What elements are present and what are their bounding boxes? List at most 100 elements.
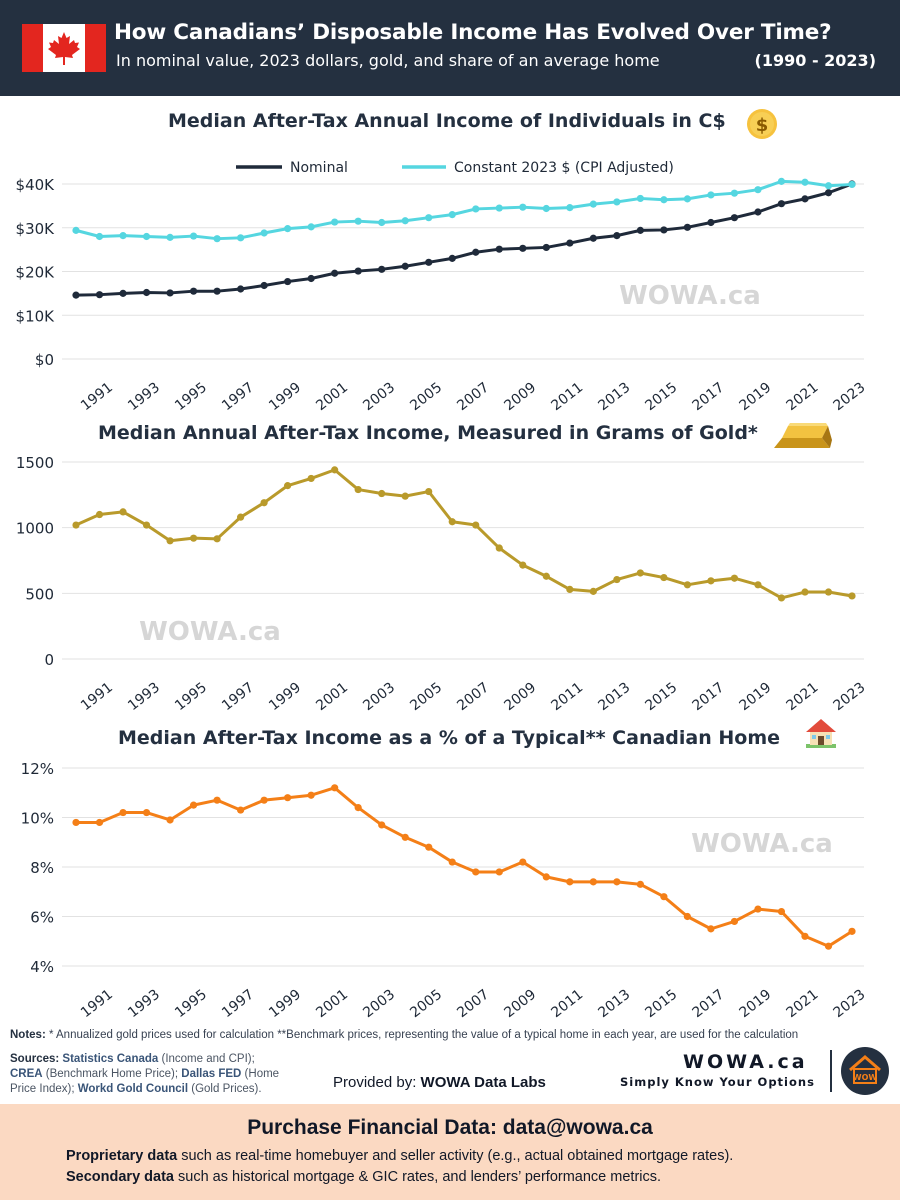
watermark-1: WOWA.ca bbox=[619, 281, 761, 311]
x-tick-label-2: 1997 bbox=[219, 680, 257, 715]
series-line-2-1 bbox=[75, 468, 853, 600]
data-point bbox=[613, 575, 621, 584]
data-point bbox=[448, 254, 456, 262]
source-gold-council: Workd Gold Council bbox=[77, 1083, 189, 1095]
source-statcan-detail: (Income and CPI); bbox=[158, 1053, 255, 1065]
data-point bbox=[754, 186, 762, 194]
source-gold-council-detail: (Gold Prices). bbox=[188, 1083, 262, 1095]
x-tick-label-3: 2017 bbox=[689, 987, 727, 1022]
y-tick-label-1: $0 bbox=[35, 351, 54, 369]
data-point bbox=[613, 198, 621, 206]
x-tick-label-3: 2011 bbox=[548, 987, 586, 1022]
data-point bbox=[260, 796, 268, 804]
data-point bbox=[425, 258, 433, 266]
proprietary-text: such as real-time homebuyer and seller a… bbox=[177, 1148, 734, 1164]
y-tick-label-3: 10% bbox=[21, 810, 54, 828]
series-line-1-2 bbox=[75, 179, 853, 241]
data-point bbox=[495, 245, 503, 253]
data-point bbox=[472, 205, 480, 213]
y-tick-label-3: 12% bbox=[21, 760, 54, 778]
data-point bbox=[354, 267, 362, 275]
data-point bbox=[166, 289, 174, 297]
data-point bbox=[260, 499, 268, 507]
data-point bbox=[237, 285, 245, 293]
source-dallas-fed: Dallas FED bbox=[181, 1068, 242, 1080]
sources: Sources: Statistics Canada (Income and C… bbox=[10, 1052, 300, 1097]
data-point bbox=[683, 195, 691, 203]
data-point bbox=[519, 203, 527, 211]
data-point bbox=[472, 248, 480, 256]
data-point bbox=[801, 588, 809, 596]
data-point bbox=[707, 577, 715, 585]
data-point bbox=[354, 217, 362, 225]
dollar-coin-icon: $ bbox=[747, 109, 777, 139]
data-point bbox=[284, 482, 292, 490]
data-point bbox=[777, 177, 786, 185]
svg-text:$: $ bbox=[756, 115, 769, 136]
data-point bbox=[472, 868, 480, 876]
data-point bbox=[636, 569, 644, 577]
data-point bbox=[354, 485, 362, 494]
data-point bbox=[189, 534, 198, 542]
data-point bbox=[777, 200, 786, 208]
x-tick-label-1: 2017 bbox=[689, 380, 727, 415]
wowa-logo-icon: WOW bbox=[841, 1047, 889, 1095]
x-tick-label-2: 1991 bbox=[78, 680, 116, 715]
data-point bbox=[213, 287, 221, 295]
x-tick-label-3: 2021 bbox=[783, 987, 821, 1022]
data-point bbox=[189, 801, 198, 809]
x-tick-label-2: 1993 bbox=[125, 680, 163, 715]
data-point bbox=[683, 223, 691, 231]
brand-name: WOWA.ca bbox=[683, 1051, 808, 1073]
y-tick-label-2: 1500 bbox=[16, 454, 54, 472]
data-point bbox=[119, 808, 127, 817]
notes: Notes: * Annualized gold prices used for… bbox=[10, 1029, 890, 1041]
x-tick-label-2: 2001 bbox=[313, 680, 351, 715]
x-tick-label-3: 2015 bbox=[642, 987, 680, 1022]
source-crea-detail: (Benchmark Home Price); bbox=[42, 1068, 182, 1080]
data-point bbox=[730, 574, 739, 582]
data-point bbox=[95, 818, 104, 827]
x-tick-label-1: 2021 bbox=[783, 380, 821, 415]
data-point bbox=[166, 537, 174, 545]
y-tick-label-1: $20K bbox=[16, 264, 56, 282]
x-tick-label-2: 2007 bbox=[454, 680, 492, 715]
data-point bbox=[566, 878, 574, 886]
data-point bbox=[401, 833, 409, 841]
x-tick-label-3: 1997 bbox=[219, 987, 257, 1022]
data-point bbox=[378, 489, 386, 498]
data-point bbox=[213, 796, 221, 804]
charts-canvas: WOWA.ca $0 $10K $20K $30K $40K 1991 1993 1995 199… bbox=[16, 160, 869, 1022]
data-point bbox=[284, 794, 292, 802]
y-tick-label-3: 6% bbox=[30, 909, 54, 927]
y-tick-label-2: 500 bbox=[25, 585, 54, 603]
x-tick-label-2: 1999 bbox=[266, 680, 304, 715]
data-point bbox=[824, 942, 833, 950]
provided-by: Provided by: WOWA Data Labs bbox=[333, 1074, 546, 1091]
data-point bbox=[777, 907, 786, 916]
data-point bbox=[683, 581, 691, 589]
data-point bbox=[72, 291, 80, 299]
x-tick-label-1: 1993 bbox=[125, 380, 163, 415]
x-tick-label-1: 2011 bbox=[548, 380, 586, 415]
year-range: (1990 - 2023) bbox=[754, 51, 876, 70]
data-point bbox=[801, 932, 809, 940]
legend-label-1: Nominal bbox=[290, 160, 348, 176]
data-point bbox=[331, 218, 339, 226]
data-point bbox=[425, 214, 433, 222]
house-icon bbox=[806, 719, 836, 748]
data-point bbox=[589, 587, 597, 595]
notes-label: Notes: bbox=[10, 1029, 46, 1041]
data-point bbox=[142, 808, 151, 817]
data-point bbox=[307, 474, 315, 483]
watermark-2: WOWA.ca bbox=[139, 617, 281, 647]
data-point bbox=[519, 561, 527, 569]
x-tick-label-2: 2011 bbox=[548, 680, 586, 715]
data-point bbox=[824, 588, 833, 596]
x-tick-label-3: 2001 bbox=[313, 987, 351, 1022]
data-point bbox=[848, 927, 856, 935]
series-line-1-1 bbox=[75, 182, 853, 297]
data-point bbox=[401, 492, 409, 500]
data-point bbox=[72, 521, 80, 529]
data-point bbox=[95, 510, 104, 519]
